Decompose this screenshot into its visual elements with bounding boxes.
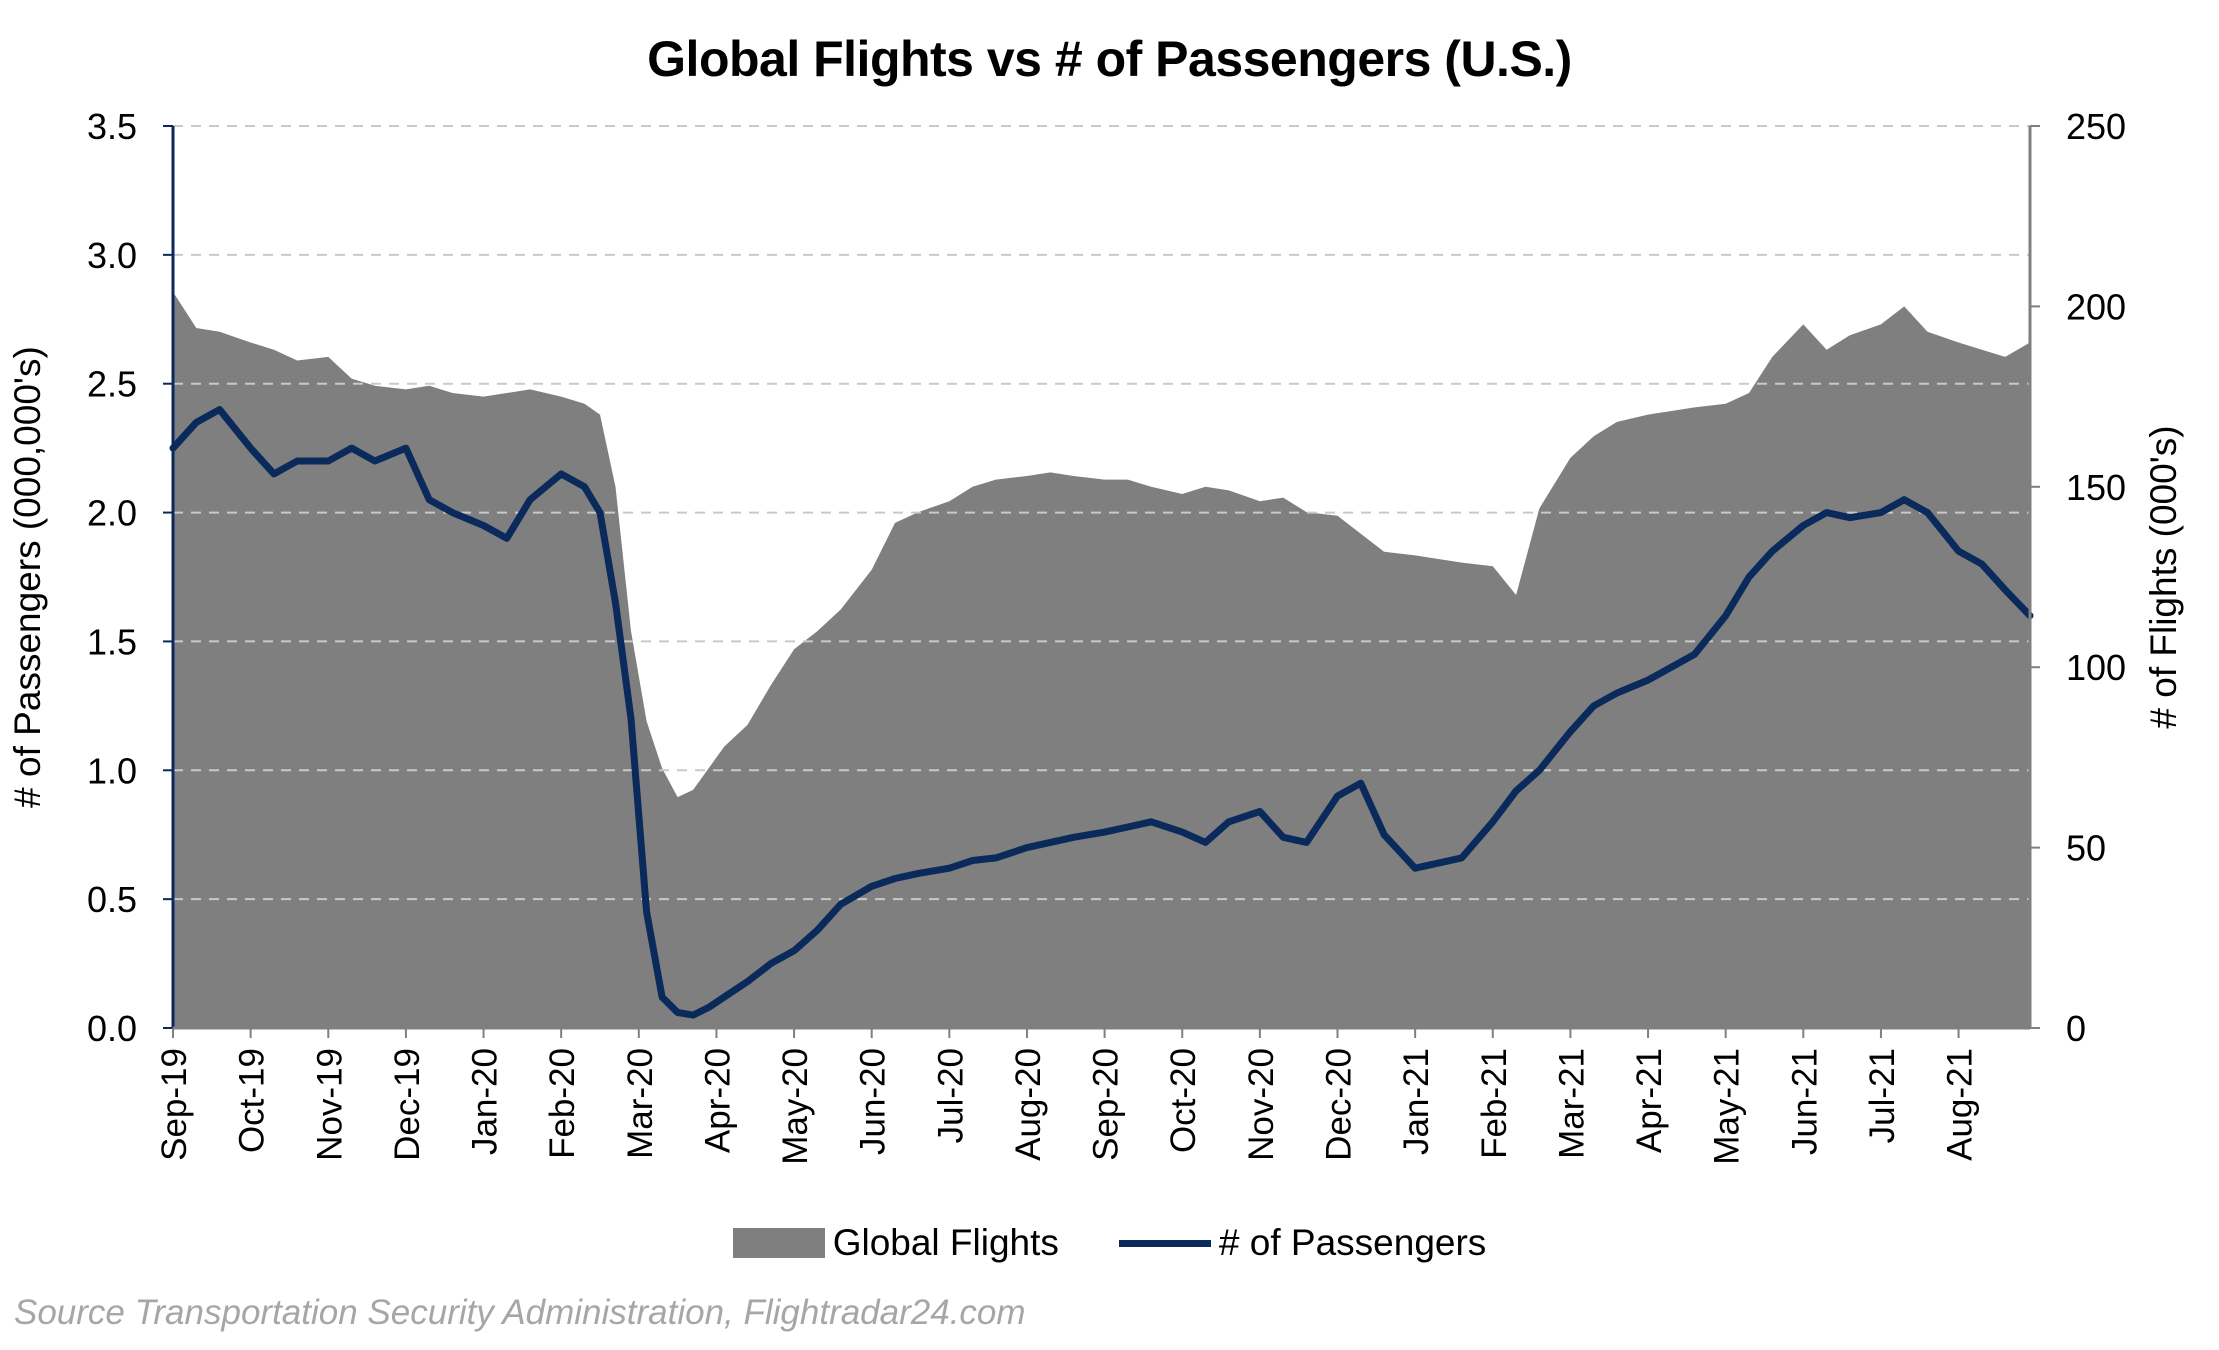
legend-item-global-flights: Global Flights — [732, 1222, 1059, 1264]
legend-label-passengers: # of Passengers — [1218, 1222, 1487, 1263]
x-tick-label: Feb-21 — [1475, 1048, 1514, 1159]
left-tick-label: 3.5 — [87, 106, 137, 147]
left-axis-title: # of Passengers (000,000's) — [7, 346, 48, 808]
legend-swatch-line — [1118, 1239, 1211, 1247]
x-tick-label: Dec-19 — [388, 1048, 427, 1161]
x-tick-label: Nov-19 — [310, 1048, 349, 1161]
left-tick-label: 0.0 — [87, 1008, 137, 1049]
x-tick-label: Apr-21 — [1630, 1048, 1669, 1153]
x-tick-label: Mar-21 — [1552, 1048, 1591, 1159]
x-tick-label: Jan-20 — [466, 1048, 505, 1155]
x-tick-label: Oct-20 — [1164, 1048, 1203, 1153]
x-tick-label: Jul-21 — [1863, 1048, 1902, 1143]
right-tick-label: 150 — [2066, 467, 2126, 508]
right-tick-label: 50 — [2066, 828, 2106, 869]
x-tick-label: May-21 — [1708, 1048, 1747, 1165]
x-tick-label: Nov-20 — [1242, 1048, 1281, 1161]
series-line-passengers — [169, 406, 2034, 1019]
left-tick-label: 2.5 — [87, 364, 137, 405]
legend-label-global-flights: Global Flights — [832, 1222, 1059, 1263]
right-tick-label: 200 — [2066, 286, 2126, 327]
source-note: Source Transportation Security Administr… — [14, 1293, 1026, 1332]
right-tick-label: 0 — [2066, 1008, 2086, 1049]
left-tick-label: 1.0 — [87, 750, 137, 791]
x-tick-label: Aug-21 — [1941, 1048, 1980, 1161]
x-tick-label: Dec-20 — [1320, 1048, 1359, 1161]
x-tick-label: Jan-21 — [1397, 1048, 1436, 1155]
x-tick-label: Apr-20 — [698, 1048, 737, 1153]
left-tick-label: 3.0 — [87, 235, 137, 276]
right-tick-label: 250 — [2066, 106, 2126, 147]
right-tick-label: 100 — [2066, 647, 2126, 688]
series-area-global-flights — [173, 292, 2030, 1028]
x-tick-label: Sep-20 — [1087, 1048, 1126, 1161]
x-tick-label: Jun-21 — [1785, 1048, 1824, 1155]
legend-item-passengers: # of Passengers — [1118, 1222, 1487, 1264]
x-tick-label: Jul-20 — [931, 1048, 970, 1143]
chart-title: Global Flights vs # of Passengers (U.S.) — [647, 31, 1572, 87]
left-tick-label: 1.5 — [87, 621, 137, 662]
x-tick-label: Feb-20 — [543, 1048, 582, 1159]
x-tick-label: Sep-19 — [155, 1048, 194, 1161]
legend-swatch-area — [732, 1228, 825, 1258]
x-tick-label: Mar-20 — [621, 1048, 660, 1159]
x-tick-label: Aug-20 — [1009, 1048, 1048, 1161]
legend: Global Flights # of Passengers — [0, 1222, 2219, 1264]
right-axis-title: # of Flights (000's) — [2143, 425, 2184, 728]
x-tick-label: May-20 — [776, 1048, 815, 1165]
x-tick-label: Oct-19 — [233, 1048, 272, 1153]
left-tick-label: 0.5 — [87, 879, 137, 920]
x-tick-label: Jun-20 — [854, 1048, 893, 1155]
left-tick-label: 2.0 — [87, 493, 137, 534]
